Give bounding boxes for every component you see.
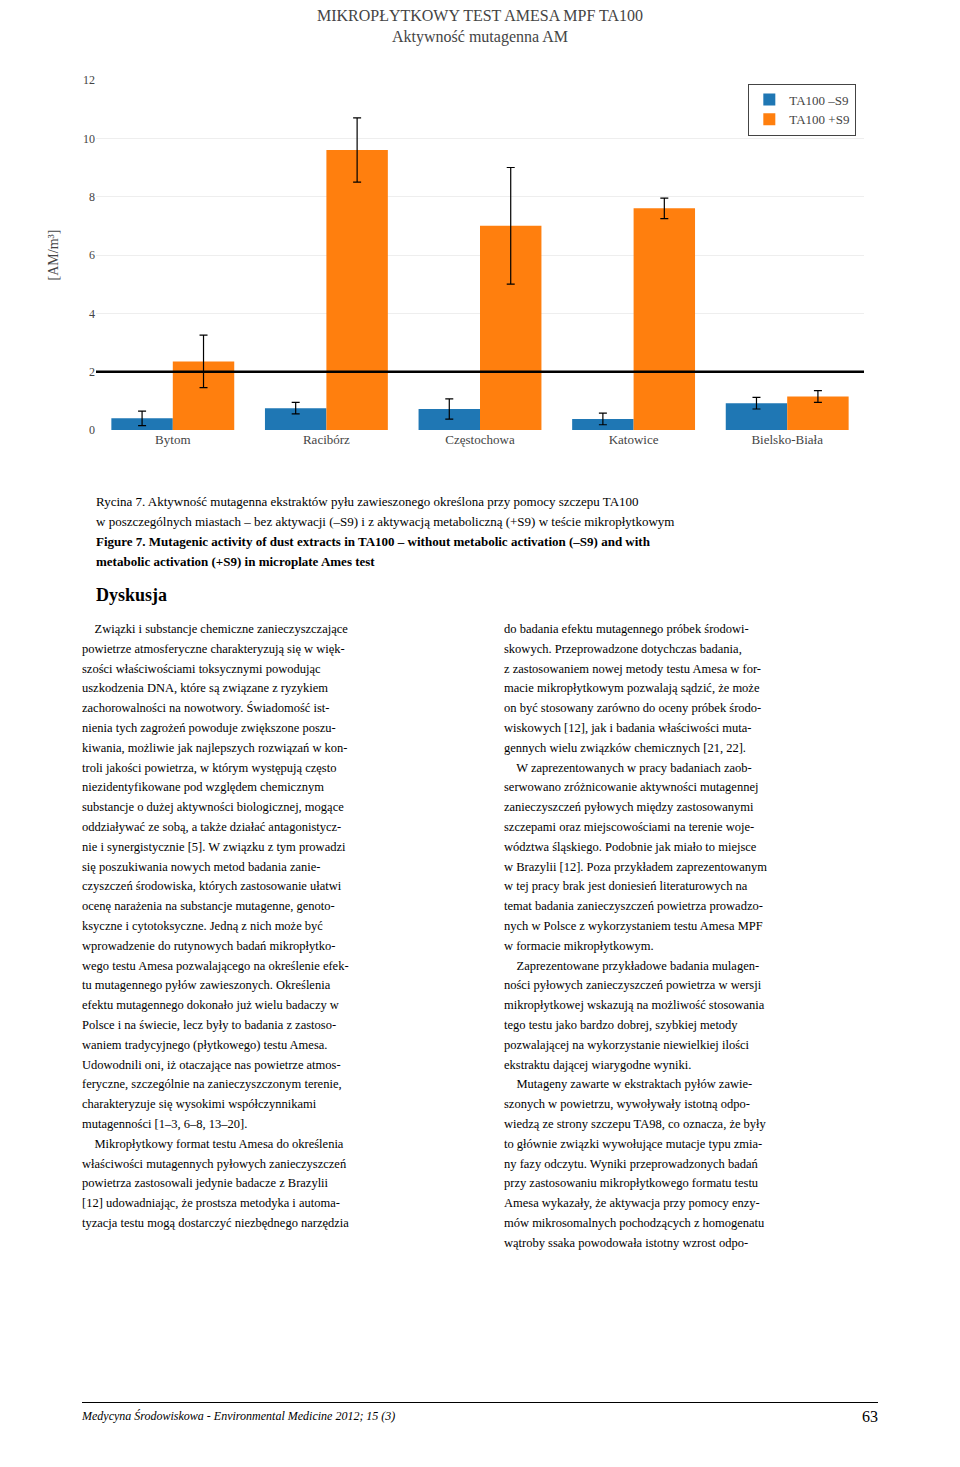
html-text:nie i synergistycznie [5]. W z: nie i synergistycznie [5]. W związku z t… — [82, 839, 346, 854]
html-text:nienia tych zagrożeń powoduje: nienia tych zagrożeń powoduje zwiększone… — [82, 721, 336, 735]
html-text:Związki i substancje chemiczne: Związki i substancje chemiczne zanieczys… — [82, 622, 348, 636]
html-text:on być stosowany zarówno do oc: on być stosowany zarówno do oceny próbek… — [504, 701, 762, 716]
html-text:temat badania zanieczyszczeń p: temat badania zanieczyszczeń powietrza p… — [504, 899, 763, 914]
html-text:W zaprezentowanych w pracy bad: W zaprezentowanych w pracy badaniach zao… — [504, 760, 752, 775]
svg-text:Katowice: Katowice — [609, 432, 659, 447]
html-text:z zastosowaniem nowej metody t: z zastosowaniem nowej metody testu Amesa… — [504, 661, 761, 676]
svg-text:[AM/m³]: [AM/m³] — [46, 230, 61, 281]
html-text:szości właściwościami toksyczn: szości właściwościami toksycznymi powodu… — [82, 661, 321, 676]
svg-text:TA100 –S9: TA100 –S9 — [789, 93, 848, 108]
html-text:przy zastosowaniu mikropłytkow: przy zastosowaniu mikropłytkowego format… — [504, 1176, 759, 1191]
svg-text:Racibórz: Racibórz — [303, 432, 350, 447]
html-text:charakteryzuje się wysokimi ws: charakteryzuje się wysokimi współczynnik… — [82, 1097, 317, 1112]
html-text:nych w Polsce z wykorzystaniem: nych w Polsce z wykorzystaniem testu Ame… — [504, 919, 763, 933]
html-text:wątroby ssaka powodowała istot: wątroby ssaka powodowała istotny wzrost … — [504, 1235, 749, 1250]
html-text:troli jakości powietrza, w któ: troli jakości powietrza, w którym występ… — [82, 760, 337, 775]
html-text:zanieczyszczeń pyłowych między: zanieczyszczeń pyłowych między zastosowa… — [504, 800, 754, 815]
html-text:w formacie mikropłytkowym.: w formacie mikropłytkowym. — [504, 938, 654, 953]
html-text:powietrza zastosowali jedynie: powietrza zastosowali jedynie badacze z … — [82, 1176, 329, 1191]
html-text:tyzacja testu mogą dostarczyć: tyzacja testu mogą dostarczyć niezbędneg… — [82, 1215, 349, 1230]
html-text:wiskowych [12], jak i badania: wiskowych [12], jak i badania właściwośc… — [504, 721, 752, 735]
html-text:Mutageny zawarte w ekstraktach: Mutageny zawarte w ekstraktach pyłów zaw… — [504, 1077, 753, 1092]
html-text:szonych w powietrzu, wywoływał: szonych w powietrzu, wywoływały istotną … — [504, 1097, 750, 1112]
html-text:metabolic activation (+S9) in: metabolic activation (+S9) in microplate… — [96, 554, 375, 569]
html-text:w poszczególnych miastach – be: w poszczególnych miastach – bez aktywacj… — [96, 514, 675, 529]
html-text:Rycina 7. Aktywność mutagenna: Rycina 7. Aktywność mutagenna ekstraktów… — [96, 494, 639, 509]
html-text:to głównie związki wywołujące: to głównie związki wywołujące mutacje ty… — [504, 1136, 763, 1151]
html-text:się poszukiwania nowych metod: się poszukiwania nowych metod badania za… — [82, 859, 321, 874]
html-text:wego testu Amesa pozwalającego: wego testu Amesa pozwalającego na określ… — [82, 958, 349, 973]
html-text:skowych. Przeprowadzone dotych: skowych. Przeprowadzone dotychczas badan… — [504, 641, 742, 656]
html-text:czyszczeń środowiska, których: czyszczeń środowiska, których zastosowan… — [82, 879, 342, 894]
svg-text:12: 12 — [83, 73, 95, 87]
html-text:Dyskusja: Dyskusja — [96, 585, 167, 605]
html-text:Zaprezentowane przykładowe bad: Zaprezentowane przykładowe badania mulag… — [504, 958, 760, 973]
svg-text:MIKROPŁYTKOWY TEST AMESA MPF T: MIKROPŁYTKOWY TEST AMESA MPF TA100Aktywn… — [317, 7, 643, 46]
html-text:serwowano zróżnicowanie aktywn: serwowano zróżnicowanie aktywności mutag… — [504, 780, 759, 795]
html-text:Amesa wykazały, że aktywacja p: Amesa wykazały, że aktywacja przy pomocy… — [504, 1196, 760, 1211]
html-text:w Brazylii [12]. Poza przykład: w Brazylii [12]. Poza przykładem zapreze… — [504, 859, 768, 874]
html-text:ności pyłowych zanieczyszczeń: ności pyłowych zanieczyszczeń powietrza … — [504, 978, 762, 993]
html-text:Udowodnili oni, iż otaczające: Udowodnili oni, iż otaczające nas powiet… — [82, 1057, 341, 1072]
html-text:oddziaływać ze sobą, a także d: oddziaływać ze sobą, a także działać ant… — [82, 820, 342, 834]
html-text:pozwalającej na wykorzystanie: pozwalającej na wykorzystanie niewielkie… — [504, 1037, 749, 1052]
html-text:szczepami oraz miejscowościami: szczepami oraz miejscowościami na tereni… — [504, 820, 755, 834]
html-text:efektu mutagennego dokonało ju: efektu mutagennego dokonało już wielu ba… — [82, 998, 339, 1013]
html-text:zachorowalności na nowotwory.: zachorowalności na nowotwory. Świadomość… — [82, 701, 330, 716]
html-text:wództwa śląskiego. Podobnie ja: wództwa śląskiego. Podobnie jak miało to… — [504, 839, 757, 854]
html-text:ksyczne i cytotoksyczne. Jedną: ksyczne i cytotoksyczne. Jedną z nich mo… — [82, 919, 323, 933]
html-text:tu mutagennego pyłów zawieszon: tu mutagennego pyłów zawieszonych. Okreś… — [82, 978, 331, 993]
svg-text:2: 2 — [89, 365, 95, 379]
svg-text:4: 4 — [89, 307, 95, 321]
svg-text:0: 0 — [89, 423, 95, 437]
svg-text:6: 6 — [89, 248, 95, 262]
html-text:tego testu jako bardzo dobrej,: tego testu jako bardzo dobrej, szybkiej … — [504, 1017, 738, 1032]
svg-text:10: 10 — [83, 132, 95, 146]
html-text:wiedzą ze strony szczepu TA98,: wiedzą ze strony szczepu TA98, co oznacz… — [504, 1116, 766, 1131]
html-text:substancje o dużej aktywności: substancje o dużej aktywności biologiczn… — [82, 800, 344, 815]
html-text:mutagenności [1–3, 6–8, 13–20]: mutagenności [1–3, 6–8, 13–20]. — [82, 1116, 248, 1131]
html-text:waniem tradycyjnego (płytkoweg: waniem tradycyjnego (płytkowego) testu A… — [82, 1037, 328, 1052]
html-text:63: 63 — [862, 1408, 878, 1425]
svg-text:Bielsko-Biała: Bielsko-Biała — [751, 432, 823, 447]
html-text:Mikropłytkowy format testu Ame: Mikropłytkowy format testu Amesa do okre… — [82, 1136, 344, 1151]
html-text:mów mikrosomalnych pochodzącyc: mów mikrosomalnych pochodzących z homoge… — [504, 1215, 765, 1230]
html-text:w tej pracy brak jest doniesie: w tej pracy brak jest doniesień literatu… — [504, 879, 748, 894]
html-text:Polsce i na świecie, lecz były: Polsce i na świecie, lecz były to badani… — [82, 1017, 337, 1032]
svg-text:Bytom: Bytom — [155, 432, 190, 447]
html-text:uszkodzenia DNA, które są zwią: uszkodzenia DNA, które są związane z ryz… — [82, 681, 329, 696]
html-text:[12] udowadniając, że prostsza: [12] udowadniając, że prostsza metodyka … — [82, 1196, 340, 1211]
html-text:mikropłytkowej wskazują na moż: mikropłytkowej wskazują na możliwość sto… — [504, 998, 765, 1013]
svg-text:Częstochowa: Częstochowa — [445, 432, 515, 447]
svg-text:8: 8 — [89, 190, 95, 204]
html-text:wprowadzenie do rutynowych bad: wprowadzenie do rutynowych badań mikropł… — [82, 938, 336, 953]
html-text:Figure 7. Mutagenic activity o: Figure 7. Mutagenic activity of dust ext… — [96, 534, 650, 549]
html-text:kiwania, możliwie jak najlepsz: kiwania, możliwie jak najlepszych rozwią… — [82, 740, 348, 755]
html-text:macie mikropłytkowym pozwalają: macie mikropłytkowym pozwalają sądzić, ż… — [504, 681, 760, 696]
html-text:do badania efektu mutagennego: do badania efektu mutagennego próbek śro… — [504, 622, 749, 636]
html-text:gennych wielu związków chemicz: gennych wielu związków chemicznych [21, … — [504, 740, 746, 755]
html-text:powietrze atmosferyczne charak: powietrze atmosferyczne charakteryzują s… — [82, 641, 345, 656]
svg-text:TA100 +S9: TA100 +S9 — [789, 112, 849, 127]
html-text:ocenę narażenia na substancje: ocenę narażenia na substancje mutagenne,… — [82, 899, 335, 914]
html-text:ny fazy odczytu. Wyniki przepr: ny fazy odczytu. Wyniki przeprowadzonych… — [504, 1156, 758, 1171]
html-text:Medycyna Środowiskowa - Enviro: Medycyna Środowiskowa - Environmental Me… — [82, 1409, 396, 1423]
html-text:właściwości mutagennych pyłowy: właściwości mutagennych pyłowych zaniecz… — [82, 1156, 347, 1171]
html-text:ekstraktu dającej wiarygodne w: ekstraktu dającej wiarygodne wyniki. — [504, 1057, 692, 1072]
html-text:niezidentyfikowane pod względe: niezidentyfikowane pod względem chemiczn… — [82, 780, 324, 795]
html-text:feryczne, szczególnie na zanie: feryczne, szczególnie na zanieczyszczony… — [82, 1077, 342, 1092]
